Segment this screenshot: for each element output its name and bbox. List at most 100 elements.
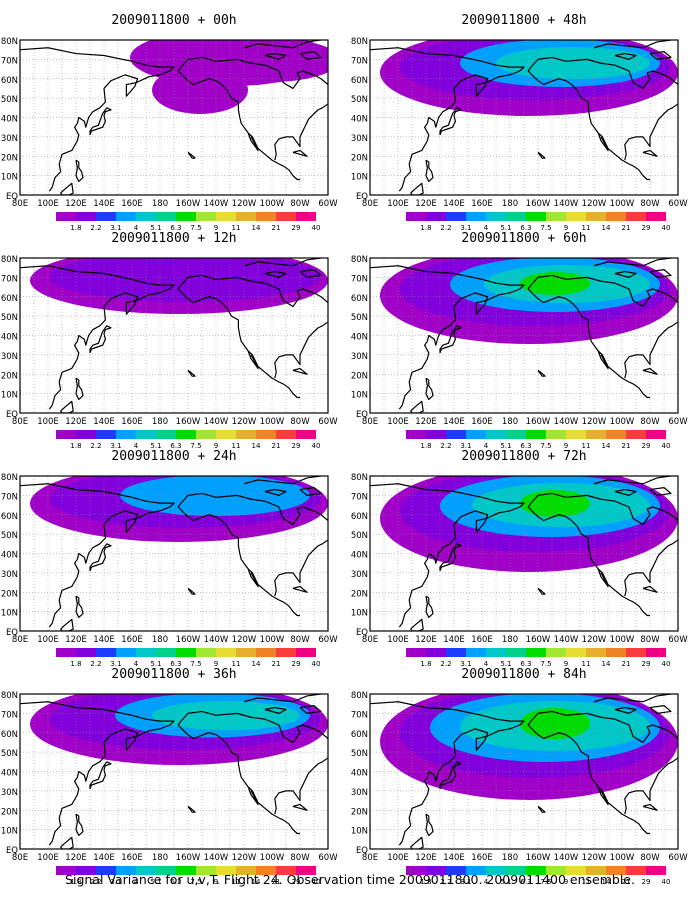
colorbar-swatch: [506, 212, 526, 221]
lat-tick-label: 20N: [351, 807, 368, 817]
colorbar-swatch: [466, 648, 486, 657]
colorbar-swatch: [236, 648, 256, 657]
coastline: [642, 803, 658, 811]
colorbar-swatch: [256, 212, 276, 221]
coastline: [243, 476, 322, 485]
lat-tick-label: 40N: [351, 769, 368, 779]
colorbar-label: 4: [134, 878, 139, 886]
colorbar-swatch: [56, 866, 76, 875]
colorbar-swatch: [276, 212, 296, 221]
lon-tick-label: 120E: [65, 417, 87, 427]
lon-tick-label: 160E: [471, 417, 493, 427]
variance-shading: [520, 708, 590, 739]
coastline: [180, 710, 328, 744]
colorbar-swatch: [566, 430, 586, 439]
coastline: [264, 706, 287, 714]
colorbar-label: 4: [484, 224, 489, 232]
coastline: [614, 706, 637, 714]
colorbar-swatch: [196, 866, 216, 875]
colorbar-swatch: [646, 866, 666, 875]
colorbar-swatch: [136, 866, 156, 875]
lat-tick-label: 80N: [351, 691, 368, 701]
colorbar-swatch: [486, 866, 506, 875]
lon-tick-label: 60W: [668, 635, 688, 645]
colorbar-swatch: [216, 866, 236, 875]
lat-tick-label: 80N: [1, 691, 18, 701]
panel-title: 2009011800 + 36h: [111, 667, 236, 682]
panel-title: 2009011800 + 84h: [461, 667, 586, 682]
lat-tick-label: 10N: [1, 391, 18, 401]
coastline: [180, 492, 328, 526]
lat-tick-label: EQ: [6, 192, 18, 202]
lon-tick-label: 80E: [12, 199, 28, 209]
coastline: [187, 805, 196, 813]
colorbar-swatch: [296, 212, 316, 221]
coastline: [410, 400, 424, 413]
lat-tick-label: 80N: [351, 37, 368, 47]
colorbar-swatch: [486, 430, 506, 439]
coastline: [299, 705, 322, 714]
coastline: [243, 40, 322, 49]
lon-tick-label: 140W: [554, 635, 579, 645]
lat-tick-label: 40N: [351, 333, 368, 343]
colorbar-swatch: [466, 866, 486, 875]
lat-tick-label: 70N: [1, 56, 18, 66]
lon-tick-label: 100W: [610, 199, 635, 209]
colorbar-label: 2.2: [90, 660, 101, 668]
lat-tick-label: EQ: [6, 628, 18, 638]
colorbar-label: 40: [312, 878, 321, 886]
coastline: [274, 757, 328, 815]
lon-tick-label: 160E: [121, 417, 143, 427]
coastline: [274, 321, 328, 379]
colorbar-label: 1.8: [70, 660, 81, 668]
coastline: [649, 269, 672, 278]
lon-tick-label: 140E: [93, 635, 115, 645]
lat-tick-label: 50N: [1, 749, 18, 759]
lon-tick-label: 180: [152, 199, 168, 209]
lon-tick-label: 180: [152, 853, 168, 863]
colorbar-swatch: [546, 866, 566, 875]
colorbar-swatch: [646, 430, 666, 439]
lon-tick-label: 160E: [471, 853, 493, 863]
colorbar-swatch: [176, 430, 196, 439]
colorbar-swatch: [196, 212, 216, 221]
colorbar-swatch: [176, 648, 196, 657]
colorbar-swatch: [76, 212, 96, 221]
colorbar-swatch: [446, 648, 466, 657]
colorbar-label: 11: [232, 878, 241, 886]
coastline: [527, 502, 650, 617]
coastline: [20, 47, 175, 192]
coastline: [624, 757, 678, 815]
colorbar-label: 29: [292, 442, 301, 450]
colorbar-swatch: [406, 648, 426, 657]
lat-tick-label: 20N: [1, 371, 18, 381]
coastline: [187, 151, 196, 159]
lon-tick-label: 100E: [37, 853, 59, 863]
lon-tick-label: 120W: [582, 199, 607, 209]
colorbar-label: 5.1: [500, 660, 511, 668]
colorbar-label: 29: [642, 660, 651, 668]
lon-tick-label: 140W: [204, 417, 229, 427]
colorbar-label: 6.3: [170, 878, 181, 886]
lat-tick-label: 10N: [1, 173, 18, 183]
colorbar-swatch: [216, 430, 236, 439]
lat-tick-label: 20N: [1, 153, 18, 163]
colorbar-label: 6.3: [520, 224, 531, 232]
lon-tick-label: 100W: [610, 853, 635, 863]
lon-tick-label: 180: [502, 417, 518, 427]
lon-tick-label: 80W: [290, 417, 310, 427]
colorbar-label: 9: [214, 660, 218, 668]
coastline: [527, 284, 650, 399]
lon-tick-label: 140E: [93, 199, 115, 209]
lon-tick-label: 160E: [121, 853, 143, 863]
lon-tick-label: 140W: [554, 853, 579, 863]
colorbar-label: 1.8: [70, 224, 81, 232]
coastline: [177, 66, 300, 181]
lon-tick-label: 100E: [387, 417, 409, 427]
colorbar-label: 6.3: [170, 224, 181, 232]
colorbar-label: 9: [564, 224, 568, 232]
lat-tick-label: 10N: [351, 609, 368, 619]
lon-tick-label: 140E: [443, 199, 465, 209]
coastline: [439, 107, 462, 136]
lon-tick-label: 140W: [204, 199, 229, 209]
